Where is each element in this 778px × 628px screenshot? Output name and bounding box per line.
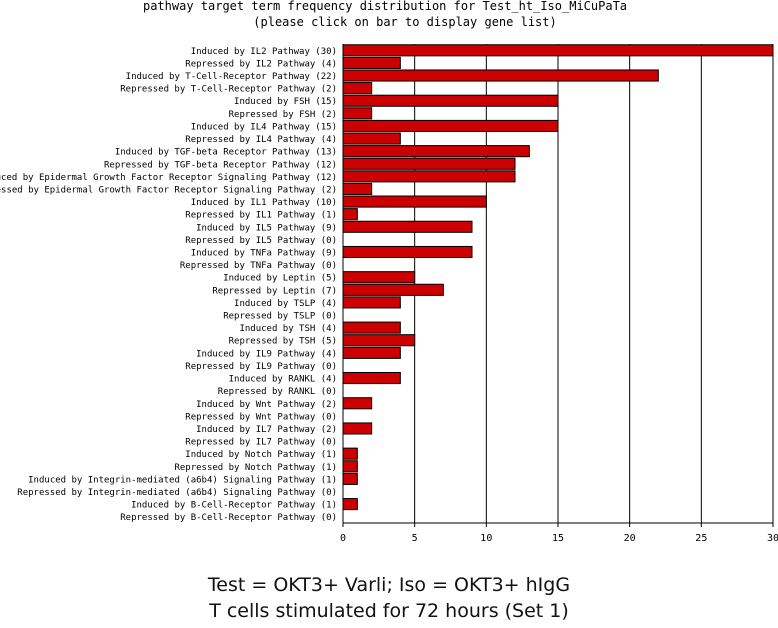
category-label[interactable]: Induced by TSLP (4): [234, 299, 337, 309]
category-label[interactable]: Repressed by IL5 Pathway (0): [185, 236, 337, 246]
category-label[interactable]: Induced by TNFa Pathway (9): [191, 248, 337, 258]
category-label[interactable]: Induced by RANKL (4): [229, 375, 337, 385]
bar[interactable]: [342, 107, 373, 120]
category-label[interactable]: Repressed by RANKL (0): [218, 387, 337, 397]
x-tick-label: 20: [624, 533, 636, 544]
bar[interactable]: [342, 44, 774, 57]
category-label[interactable]: Induced by IL9 Pathway (4): [196, 349, 337, 359]
bar[interactable]: [342, 119, 559, 132]
category-label[interactable]: Induced by IL2 Pathway (30): [191, 47, 337, 57]
category-label[interactable]: Induced by T-Cell-Receptor Pathway (22): [126, 72, 337, 82]
category-label[interactable]: Repressed by IL4 Pathway (4): [185, 135, 337, 145]
bar[interactable]: [342, 472, 358, 485]
bar[interactable]: [342, 334, 416, 347]
category-label[interactable]: Repressed by T-Cell-Receptor Pathway (2): [120, 85, 337, 95]
category-label[interactable]: Repressed by B-Cell-Receptor Pathway (0): [120, 513, 337, 523]
category-label[interactable]: Induced by Notch Pathway (1): [185, 450, 337, 460]
category-label[interactable]: Repressed by TGF-beta Receptor Pathway (…: [104, 160, 337, 170]
bar[interactable]: [342, 94, 559, 107]
bar[interactable]: [342, 397, 373, 410]
category-label[interactable]: Repressed by IL7 Pathway (0): [185, 438, 337, 448]
category-label[interactable]: Repressed by IL1 Pathway (1): [185, 211, 337, 221]
category-label[interactable]: Repressed by IL9 Pathway (0): [185, 362, 337, 372]
category-label[interactable]: Induced by TGF-beta Receptor Pathway (13…: [115, 148, 337, 158]
x-tick-label: 5: [412, 533, 418, 544]
bar[interactable]: [342, 56, 401, 69]
bars: [342, 44, 774, 511]
bar[interactable]: [342, 82, 373, 95]
bar[interactable]: [342, 498, 358, 511]
bar[interactable]: [342, 271, 416, 284]
bar[interactable]: [342, 346, 401, 359]
bar[interactable]: [342, 422, 373, 435]
bar[interactable]: [342, 69, 659, 82]
category-label[interactable]: Repressed by Wnt Pathway (0): [185, 412, 337, 422]
category-label[interactable]: Repressed by TNFa Pathway (0): [180, 261, 337, 271]
category-label[interactable]: Induced by Leptin (5): [223, 274, 337, 284]
category-label[interactable]: Repressed by Integrin-mediated (a6b4) Si…: [17, 488, 337, 498]
bar[interactable]: [342, 157, 516, 170]
x-tick-label: 0: [340, 533, 346, 544]
bar[interactable]: [342, 283, 444, 296]
bar[interactable]: [342, 170, 516, 183]
bar[interactable]: [342, 460, 358, 473]
category-label[interactable]: Induced by IL5 Pathway (9): [196, 223, 337, 233]
caption-line-1: Test = OKT3+ Varli; Iso = OKT3+ hIgG: [207, 574, 571, 596]
category-label[interactable]: Induced by IL1 Pathway (10): [191, 198, 337, 208]
bar[interactable]: [342, 195, 487, 208]
chart-subtitle: (please click on bar to display gene lis…: [253, 15, 556, 29]
bar[interactable]: [342, 296, 401, 309]
bar[interactable]: [342, 132, 401, 145]
bar-chart: pathway target term frequency distributi…: [0, 0, 778, 544]
x-tick-label: 15: [552, 533, 564, 544]
category-label[interactable]: Induced by IL7 Pathway (2): [196, 425, 337, 435]
category-label[interactable]: Repressed by IL2 Pathway (4): [185, 59, 337, 69]
x-tick-label: 10: [480, 533, 492, 544]
category-label[interactable]: Induced by Integrin-mediated (a6b4) Sign…: [28, 475, 337, 485]
chart-title: pathway target term frequency distributi…: [143, 0, 627, 13]
category-label[interactable]: Repressed by Epidermal Growth Factor Rec…: [0, 185, 337, 195]
category-label[interactable]: Induced by B-Cell-Receptor Pathway (1): [131, 501, 337, 511]
bar[interactable]: [342, 371, 401, 385]
category-label[interactable]: Induced by TSH (4): [239, 324, 337, 334]
x-axis: 0 5 10 15 20 25 30: [340, 44, 778, 544]
category-label[interactable]: Repressed by TSLP (0): [223, 312, 337, 322]
category-label[interactable]: Repressed by TSH (5): [229, 337, 337, 347]
bar[interactable]: [342, 182, 373, 196]
bar[interactable]: [342, 145, 530, 158]
grid: [342, 44, 774, 523]
x-tick-label: 30: [767, 533, 778, 544]
category-label[interactable]: Induced by FSH (15): [234, 97, 337, 107]
category-label[interactable]: Induced by Epidermal Growth Factor Recep…: [0, 173, 337, 183]
bar[interactable]: [342, 208, 358, 221]
category-label[interactable]: Repressed by Notch Pathway (1): [174, 463, 337, 473]
category-label[interactable]: Repressed by Leptin (7): [212, 286, 337, 296]
category-label[interactable]: Induced by IL4 Pathway (15): [191, 122, 337, 132]
category-label[interactable]: Induced by Wnt Pathway (2): [196, 400, 337, 410]
bar[interactable]: [342, 321, 401, 334]
x-tick-label: 25: [695, 533, 707, 544]
caption-line-2: T cells stimulated for 72 hours (Set 1): [209, 600, 569, 622]
category-label[interactable]: Repressed by FSH (2): [229, 110, 337, 120]
bar[interactable]: [342, 245, 473, 259]
bar[interactable]: [342, 447, 358, 460]
category-labels: Induced by IL2 Pathway (30) Repressed by …: [0, 47, 337, 523]
bar[interactable]: [342, 220, 473, 233]
